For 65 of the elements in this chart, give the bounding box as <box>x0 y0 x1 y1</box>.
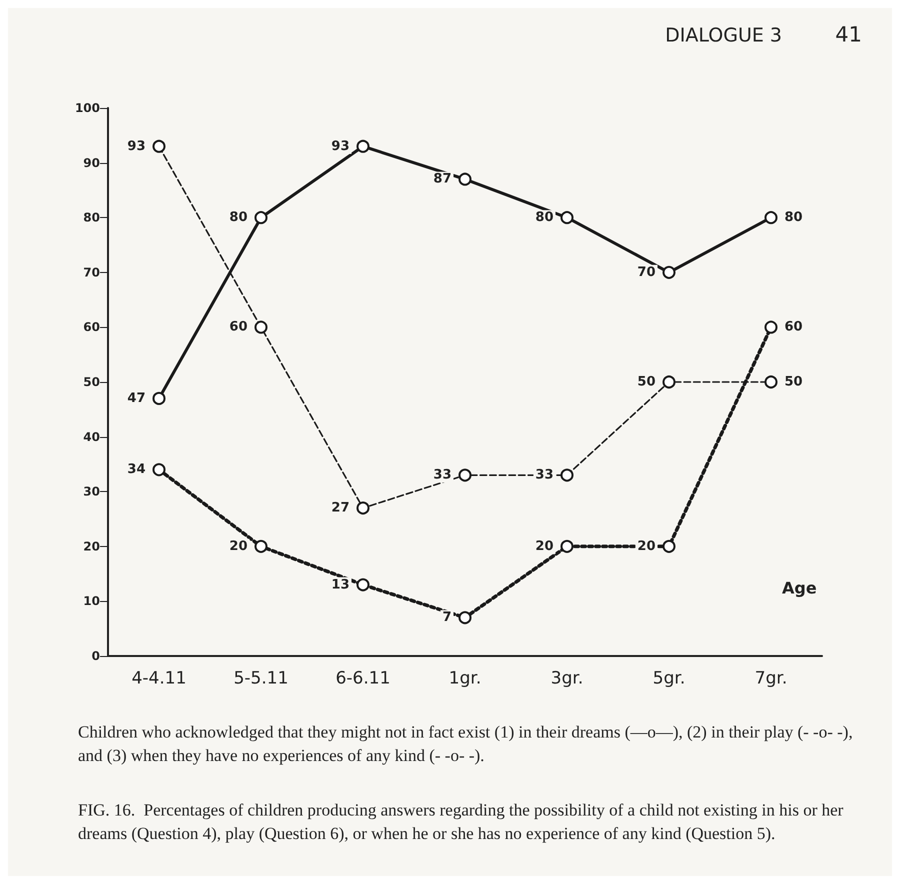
x-tick-label: 6-6.11 <box>336 668 390 688</box>
data-label: 50 <box>637 374 656 390</box>
x-axis-title: Age <box>782 578 817 598</box>
point <box>356 140 370 153</box>
data-label: 60 <box>784 320 803 335</box>
x-tick-label: 7gr. <box>754 668 788 688</box>
point <box>254 211 268 224</box>
data-label: 33 <box>535 468 554 483</box>
data-label: 34 <box>127 462 146 478</box>
point <box>356 578 370 592</box>
point <box>152 140 166 153</box>
data-label: 20 <box>229 538 248 554</box>
data-label: 33 <box>433 468 452 483</box>
point <box>152 392 166 405</box>
data-label: 20 <box>535 538 554 554</box>
point <box>458 468 472 482</box>
data-label: 27 <box>331 500 350 516</box>
y-tick-label: 50 <box>83 375 100 389</box>
data-label: 80 <box>784 210 803 226</box>
y-tick-label: 60 <box>83 320 100 334</box>
data-label: 60 <box>229 320 248 335</box>
data-label: 47 <box>127 390 146 406</box>
text: DIALOGUE 3 <box>665 24 782 46</box>
data-label: 80 <box>229 210 248 226</box>
point <box>560 211 574 224</box>
y-tick-label: 100 <box>74 101 100 115</box>
point <box>764 211 778 224</box>
y-tick-label: 0 <box>92 649 100 663</box>
y-tick-label: 30 <box>83 484 100 499</box>
point <box>458 611 472 624</box>
x-tick-label: 4-4.11 <box>132 668 186 688</box>
point <box>662 266 676 279</box>
text: Children who acknowledged that they might not in fact exist (1) in their dreams (—o—), (2) in their play (- -o- -), and (3) when they have no experiences of any kind (- -o- -). <box>78 722 857 766</box>
y-tick-label: 10 <box>83 594 100 608</box>
data-label: 50 <box>784 374 803 390</box>
point <box>764 376 778 388</box>
x-tick-label: 1gr. <box>448 668 482 688</box>
data-label: 70 <box>637 264 656 280</box>
text: 41 <box>835 22 862 47</box>
y-tick-label: 80 <box>83 210 100 225</box>
data-label: 87 <box>433 172 452 187</box>
data-label: 7 <box>442 610 452 626</box>
point <box>560 540 574 553</box>
point <box>764 320 778 334</box>
data-label: 13 <box>331 577 350 592</box>
x-tick-label: 5gr. <box>652 668 686 688</box>
point <box>254 540 268 553</box>
point <box>356 502 370 515</box>
y-tick-label: 70 <box>83 265 100 280</box>
x-tick-label: 3gr. <box>550 668 584 688</box>
x-tick-label: 5-5.11 <box>234 668 288 688</box>
point <box>254 320 268 334</box>
data-label: 80 <box>535 210 554 226</box>
point <box>458 172 472 186</box>
data-label: 93 <box>127 138 146 154</box>
y-tick-label: 20 <box>83 539 100 554</box>
y-tick-label: 40 <box>83 430 100 444</box>
point <box>152 463 166 476</box>
data-label: 20 <box>637 538 656 554</box>
caption: FIG. 16. Percentages of children producing answers regarding the possibility of a child not existing in his or her dreams (Question 4), play (Question 6), or when he or she has no experience of any kind (Question 5). <box>78 800 848 844</box>
point <box>662 540 676 553</box>
data-label: 93 <box>331 138 350 154</box>
point <box>560 468 574 482</box>
y-tick-label: 90 <box>83 156 100 170</box>
point <box>662 376 676 388</box>
